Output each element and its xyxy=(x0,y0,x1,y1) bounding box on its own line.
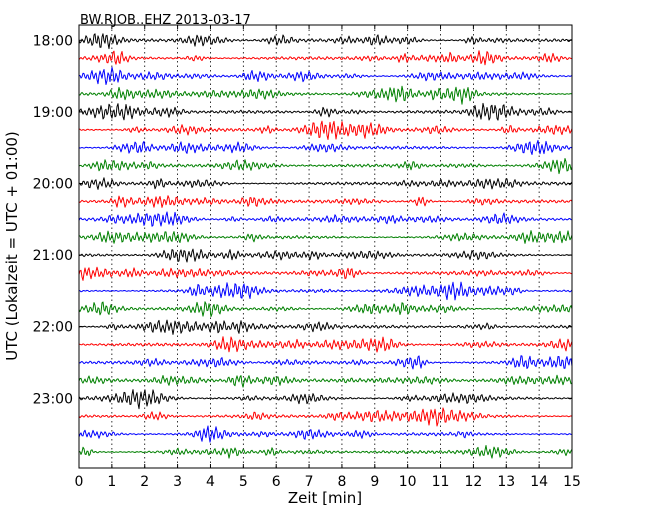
y-tick-label: 18:00 xyxy=(33,33,73,49)
seismogram-trace xyxy=(78,66,573,85)
x-tick-label: 7 xyxy=(305,474,314,490)
grid-lines xyxy=(111,25,540,468)
x-tick-label: 3 xyxy=(173,474,182,490)
x-tick-label: 8 xyxy=(337,474,346,490)
x-tick-label: 14 xyxy=(530,474,548,490)
x-tick-label: 15 xyxy=(563,474,581,490)
seismogram-trace xyxy=(78,355,573,370)
seismogram-trace xyxy=(78,301,573,318)
y-tick-label: 22:00 xyxy=(33,320,73,336)
seismogram-trace xyxy=(78,102,573,121)
seismogram-trace xyxy=(78,281,573,301)
seismogram-trace xyxy=(78,177,573,190)
seismogram-trace xyxy=(78,158,573,175)
seismogram-trace xyxy=(78,211,573,227)
x-tick-label: 13 xyxy=(497,474,515,490)
chart-title: BW.RJOB..EHZ 2013-03-17 xyxy=(80,13,251,28)
x-tick-label: 12 xyxy=(464,474,482,490)
y-tick-label: 20:00 xyxy=(33,177,73,193)
x-tick-label: 4 xyxy=(206,474,215,490)
plot-frame xyxy=(78,24,573,469)
x-tick-label: 11 xyxy=(432,474,450,490)
seismogram-trace xyxy=(78,336,573,353)
seismogram-trace xyxy=(78,425,573,443)
seismogram-trace xyxy=(78,139,573,155)
y-tick-label: 23:00 xyxy=(33,391,73,407)
seismogram-trace xyxy=(78,266,573,281)
x-tick-label: 0 xyxy=(75,474,84,490)
x-tick-label: 9 xyxy=(370,474,379,490)
seismogram-trace xyxy=(78,33,573,50)
seismogram-trace xyxy=(78,374,573,388)
seismogram-trace xyxy=(78,407,573,427)
y-axis-label: UTC (Lokalzeit = UTC + 01:00) xyxy=(3,131,21,361)
seismogram-trace xyxy=(78,50,573,66)
x-axis: 0 1 2 3 4 5 6 7 8 9 10 11 12 13 14 15 xyxy=(75,25,581,490)
x-tick-label: 6 xyxy=(272,474,281,490)
y-axis: 18:00 19:00 20:00 21:00 22:00 23:00 xyxy=(33,33,572,407)
seismogram-trace xyxy=(78,120,573,140)
seismogram-traces xyxy=(78,33,573,459)
seismogram-trace xyxy=(78,445,573,459)
x-tick-label: 5 xyxy=(239,474,248,490)
seismogram-trace xyxy=(78,85,573,105)
x-axis-label: Zeit [min] xyxy=(288,489,362,507)
seismogram-trace xyxy=(78,248,573,263)
seismogram-trace xyxy=(78,389,573,410)
x-tick-label: 1 xyxy=(107,474,116,490)
seismogram-trace xyxy=(78,195,573,208)
seismogram-trace xyxy=(78,230,573,244)
y-tick-label: 19:00 xyxy=(33,105,73,121)
x-tick-label: 10 xyxy=(399,474,417,490)
seismogram-trace xyxy=(78,319,573,335)
y-tick-label: 21:00 xyxy=(33,248,73,264)
x-tick-label: 2 xyxy=(140,474,149,490)
